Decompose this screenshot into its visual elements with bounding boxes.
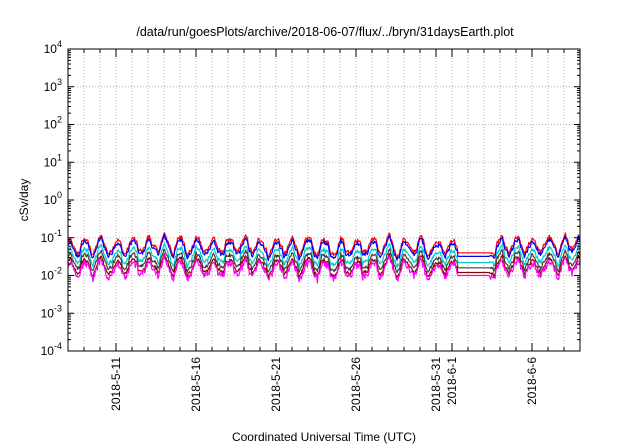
y-tick-label: 10-2	[41, 266, 62, 283]
y-tick-label: 10-1	[41, 228, 62, 245]
x-tick-label: 2018-5-21	[269, 357, 283, 412]
series-line	[67, 234, 581, 262]
series-line	[67, 232, 581, 259]
series-line	[67, 242, 581, 269]
y-axis: 10-4 10-3 10-2 10-1 100 101 102 103 104	[41, 39, 580, 358]
chart-title: /data/run/goesPlots/archive/2018-06-07/f…	[136, 25, 514, 39]
series-line	[67, 253, 581, 284]
series-group	[67, 232, 581, 284]
y-tick-label: 100	[44, 190, 62, 207]
y-tick-label: 101	[44, 152, 62, 169]
y-tick-label: 102	[44, 115, 62, 132]
y-axis-label: cSv/day	[17, 179, 31, 222]
y-tick-label: 104	[44, 39, 62, 56]
y-tick-label: 10-4	[41, 341, 62, 358]
x-tick-label: 2018-6-1	[445, 357, 459, 405]
x-tick-label: 2018-5-11	[109, 357, 123, 411]
y-tick-label: 10-3	[41, 303, 62, 320]
y-tick-label: 103	[44, 77, 62, 94]
x-tick-label: 2018-5-31	[429, 357, 443, 412]
series-line	[67, 248, 581, 274]
series-line	[67, 253, 581, 279]
x-tick-label: 2018-5-26	[349, 357, 363, 412]
x-axis: 2018-5-11 2018-5-16 2018-5-21 2018-5-26 2018…	[83, 49, 565, 412]
gridlines	[68, 48, 580, 352]
x-axis-label: Coordinated Universal Time (UTC)	[232, 430, 416, 444]
x-tick-label: 2018-6-6	[525, 357, 539, 405]
x-tick-label: 2018-5-16	[189, 357, 203, 412]
